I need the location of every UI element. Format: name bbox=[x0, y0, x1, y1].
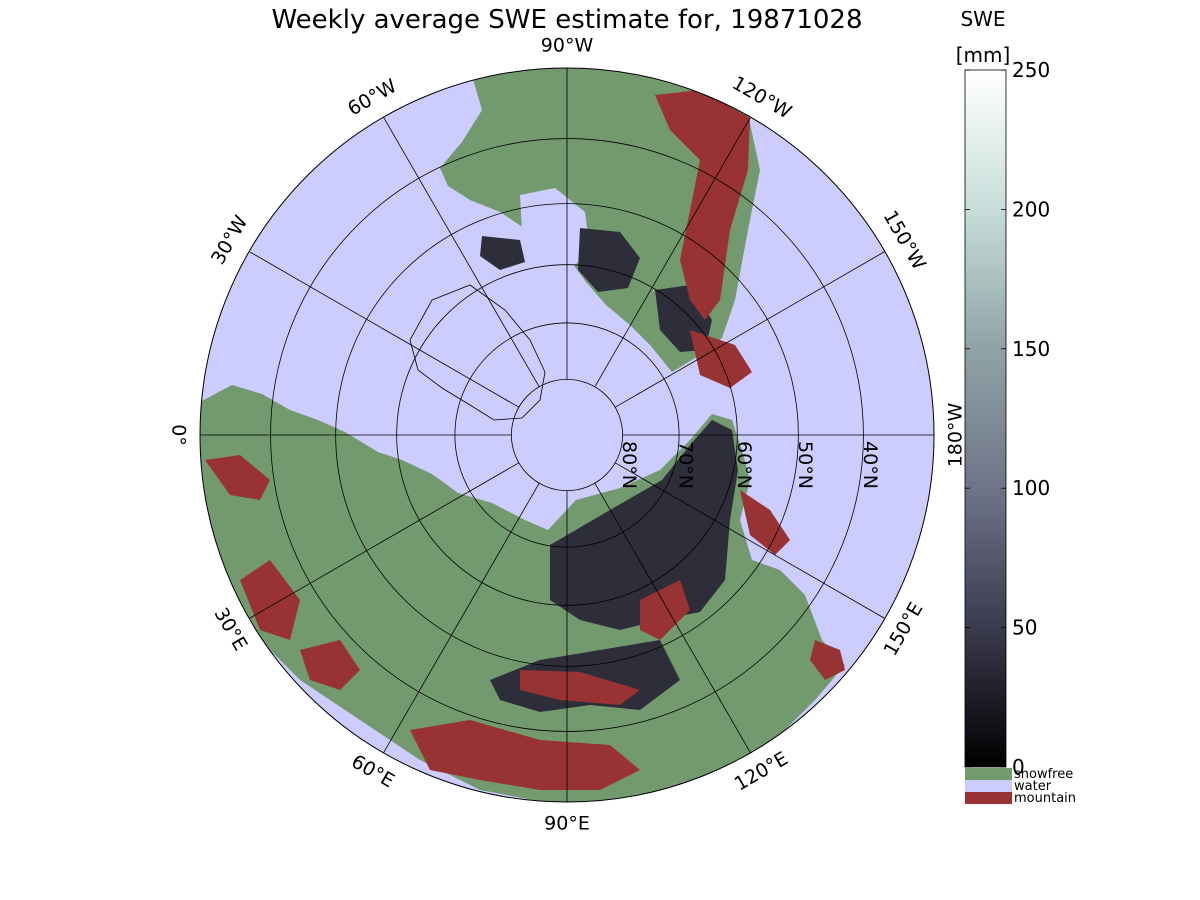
colorbar-tick-label: 0 bbox=[1012, 755, 1025, 779]
legend-swatch-water bbox=[965, 780, 1012, 792]
colorbar-title: SWE bbox=[960, 7, 1005, 31]
map-border bbox=[199, 67, 935, 803]
meridian-120 bbox=[594, 482, 751, 754]
hudson-bay bbox=[520, 188, 590, 270]
mountain-coast-range bbox=[690, 330, 752, 388]
latitude-label: 40°N bbox=[859, 441, 881, 489]
colorbar-units: [mm] bbox=[956, 43, 1011, 67]
colorbar-tick-label: 150 bbox=[1012, 337, 1050, 361]
mountain-rockies bbox=[655, 90, 750, 320]
mountain-kamchatka bbox=[640, 580, 690, 640]
mountain-japan bbox=[810, 640, 845, 680]
meridian-60 bbox=[383, 482, 540, 754]
longitude-label: 0° bbox=[168, 424, 190, 446]
mountain-alps bbox=[240, 560, 300, 640]
snow-canadian-arctic bbox=[578, 228, 640, 292]
mountain-scandinavia bbox=[205, 455, 270, 500]
latitude-label: 80°N bbox=[618, 441, 640, 489]
latitude-label: 70°N bbox=[675, 441, 697, 489]
meridian--150 bbox=[614, 251, 886, 408]
meridian--60 bbox=[383, 116, 540, 388]
mountain-caucasus bbox=[300, 640, 360, 690]
meridian--120 bbox=[594, 116, 751, 388]
colorbar-tick-label: 250 bbox=[1012, 58, 1050, 82]
polar-map bbox=[199, 67, 935, 803]
graticule bbox=[200, 68, 934, 802]
mountain-himalaya bbox=[410, 720, 640, 790]
greenland-outline bbox=[409, 284, 546, 421]
meridian--30 bbox=[248, 251, 520, 408]
legend-swatch-mountain bbox=[965, 792, 1012, 804]
latitude-label: 50°N bbox=[794, 441, 816, 489]
legend-label: snowfree bbox=[1014, 767, 1073, 782]
colorbar-tick-label: 200 bbox=[1012, 197, 1050, 221]
longitude-label: 90°E bbox=[544, 813, 590, 835]
meridian-150 bbox=[614, 462, 886, 619]
snow-north-coast bbox=[480, 236, 525, 270]
colorbar: SWE [mm] 0 50 100 150 200 250 snowfreewatermo… bbox=[956, 7, 1076, 806]
snow-siberia bbox=[550, 420, 738, 630]
legend-swatch-snowfree bbox=[965, 768, 1012, 780]
colorbar-tick-label: 50 bbox=[1012, 616, 1037, 640]
latitude-labels: 80°N 70°N 60°N 50°N 40°N bbox=[618, 441, 881, 489]
mountain-tien-shan bbox=[520, 670, 640, 705]
longitude-label: 180°W bbox=[945, 403, 967, 468]
colorbar-ticks: 0 50 100 150 200 250 bbox=[965, 58, 1050, 779]
colorbar-tick-label: 100 bbox=[1012, 476, 1050, 500]
legend-label: water bbox=[1014, 779, 1052, 794]
map-title: Weekly average SWE estimate for, 1987102… bbox=[271, 5, 862, 35]
longitude-label: 90°W bbox=[541, 35, 594, 57]
meridian-30 bbox=[248, 462, 520, 619]
legend-label: mountain bbox=[1014, 791, 1076, 806]
latitude-label: 60°N bbox=[733, 441, 755, 489]
mountain-east-siberia bbox=[740, 490, 790, 555]
colorbar-gradient bbox=[964, 69, 1007, 768]
